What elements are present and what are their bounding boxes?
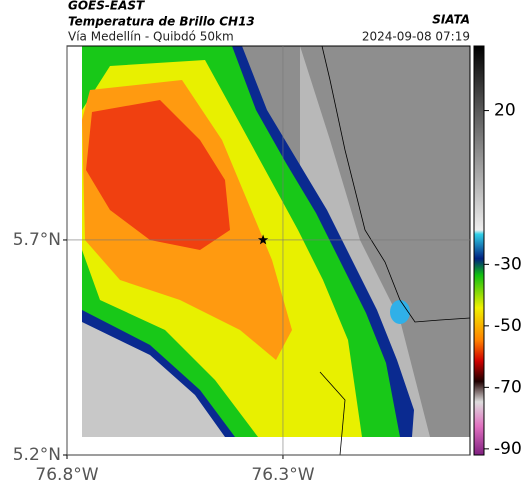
y-tick-label: 5.2°N [13,445,61,465]
source: SIATA [432,13,470,27]
x-tick-label: 76.8°W [35,465,98,485]
satellite-image [67,45,471,456]
subtitle: Temperatura de Brillo CH13 [68,15,255,29]
colorbar-tick-label: 20 [494,101,516,121]
x-tick-label: 76.3°W [251,465,314,485]
colorbar-tick-label: -50 [494,316,522,336]
location: Vía Medellín - Quibdó 50km [68,30,234,44]
colorbar-tick-label: -70 [494,377,522,397]
colorbar-tick-label: -30 [494,254,522,274]
colorbar [473,45,485,456]
colorbar-tick-label: -90 [494,439,522,459]
location-marker [257,234,269,245]
timestamp: 2024-09-08 07:19 [362,30,470,44]
y-tick-label: 5.7°N [13,230,61,250]
title: GOES-EAST [68,0,145,13]
